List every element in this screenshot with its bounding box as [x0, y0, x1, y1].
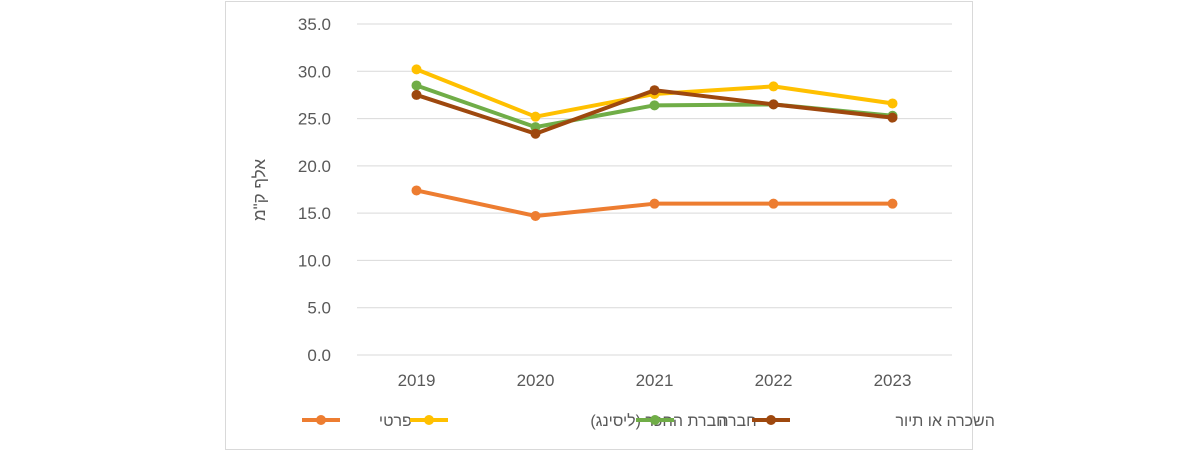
data-point: [411, 185, 422, 196]
data-point: [530, 111, 541, 122]
data-point: [768, 198, 779, 209]
x-tick-label: 2019: [398, 371, 436, 390]
data-point: [411, 80, 422, 91]
y-tick-label: 15.0: [298, 204, 331, 223]
data-point: [649, 198, 660, 209]
chart-frame: [225, 1, 973, 450]
gridlines: [357, 23, 952, 356]
legend-entry: השכרה או תיור: [752, 413, 995, 430]
data-point: [649, 100, 660, 111]
data-point: [887, 112, 898, 123]
legend-marker: [766, 415, 776, 425]
x-axis-ticks: 2019 2020 2021 2022 2023: [398, 371, 912, 390]
y-tick-label: 5.0: [307, 299, 331, 318]
legend-marker: [316, 415, 326, 425]
data-point: [411, 64, 422, 75]
data-point: [530, 210, 541, 221]
legend-marker: [424, 415, 434, 425]
series-4: [411, 85, 898, 139]
series-lines: [411, 64, 898, 221]
legend-entry: חברת החכר (ליסינג): [410, 412, 727, 430]
data-point: [887, 98, 898, 109]
data-point: [649, 85, 660, 96]
x-tick-label: 2022: [755, 371, 793, 390]
y-tick-label: 10.0: [298, 251, 331, 270]
y-tick-label: 20.0: [298, 157, 331, 176]
series-1: [411, 185, 898, 221]
y-tick-label: 30.0: [298, 62, 331, 81]
legend-entry: פרטי: [302, 413, 412, 430]
data-point: [887, 198, 898, 209]
x-tick-label: 2021: [636, 371, 674, 390]
legend-label: חברה: [718, 413, 756, 430]
data-point: [411, 89, 422, 100]
data-point: [530, 128, 541, 139]
x-tick-label: 2020: [517, 371, 555, 390]
y-axis-label: אלף ק"מ: [250, 159, 269, 221]
y-axis-ticks: 0.0 5.0 10.0 15.0 20.0 25.0 30.0 35.0: [298, 15, 331, 365]
y-tick-label: 25.0: [298, 110, 331, 129]
y-tick-label: 0.0: [307, 346, 331, 365]
legend-label: השכרה או תיור: [895, 413, 994, 430]
data-point: [768, 99, 779, 110]
x-tick-label: 2023: [874, 371, 912, 390]
y-tick-label: 35.0: [298, 15, 331, 34]
legend-entry: חברה: [636, 413, 757, 430]
legend-marker: [650, 415, 660, 425]
legend-label: פרטי: [379, 413, 412, 430]
data-point: [768, 81, 779, 92]
